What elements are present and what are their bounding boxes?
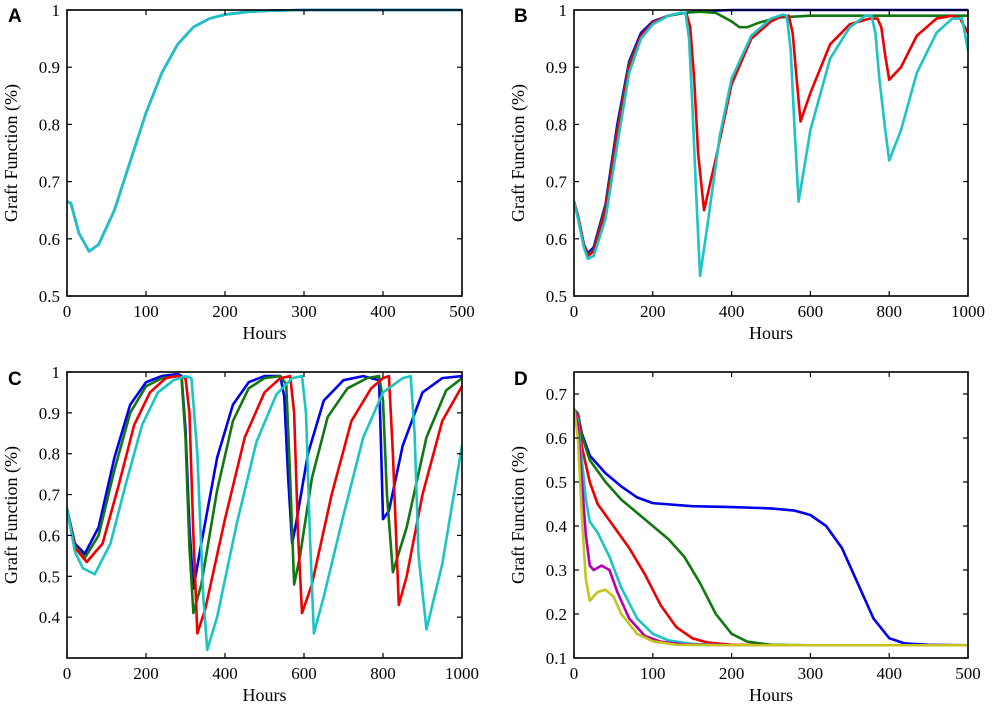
panel-A: 0 100 200 300 400 500 0.5 0.6 0.7 0.8 0.9 1 Hours Gra… xyxy=(1,1,475,343)
y-tick-label: 0.6 xyxy=(39,230,60,249)
plot-frame xyxy=(66,9,463,297)
x-tick-label: 500 xyxy=(955,664,981,683)
y-tick-label: 0.4 xyxy=(39,608,61,627)
x-tick-label: 100 xyxy=(133,302,159,321)
y-tick-label: 0.1 xyxy=(546,649,567,668)
panel-letter: D xyxy=(514,369,528,390)
y-tick-label: 0.9 xyxy=(546,58,567,77)
y-tick-label: 0.8 xyxy=(39,115,60,134)
panel-D: 0 100 200 300 400 500 0.1 0.2 0.3 0.4 0.5 0.6 0.7 Hou… xyxy=(508,369,981,705)
y-tick-label: 0.4 xyxy=(546,517,568,536)
y-tick-label: 0.7 xyxy=(546,385,568,404)
x-tick-label: 1000 xyxy=(445,664,479,683)
x-tick-label: 200 xyxy=(212,302,238,321)
y-tick-label: 1 xyxy=(559,1,568,20)
x-tick-label: 0 xyxy=(570,302,579,321)
y-tick-label: 0.3 xyxy=(546,561,567,580)
x-tick-label: 800 xyxy=(370,664,396,683)
x-tick-label: 200 xyxy=(640,302,666,321)
plot-frame xyxy=(573,9,969,297)
y-axis-label: Graft Function (%) xyxy=(508,84,529,222)
y-tick-label: 0.2 xyxy=(546,605,567,624)
x-tick-label: 200 xyxy=(719,664,745,683)
x-tick-label: 100 xyxy=(640,664,666,683)
x-tick-label: 0 xyxy=(63,664,72,683)
y-tick-label: 0.9 xyxy=(39,404,60,423)
series-line-blue xyxy=(67,8,462,253)
panel-letter: A xyxy=(8,6,22,27)
series-line-cyan xyxy=(574,408,968,647)
y-tick-label: 1 xyxy=(52,1,61,20)
x-tick-label: 600 xyxy=(291,664,317,683)
y-tick-label: 0.7 xyxy=(39,173,61,192)
panel-letter: B xyxy=(514,6,528,27)
y-tick-label: 0.7 xyxy=(546,173,568,192)
y-tick-label: 0.5 xyxy=(39,567,60,586)
x-axis-label: Hours xyxy=(749,685,793,705)
series-line-cyan xyxy=(67,374,462,652)
y-tick-label: 0.5 xyxy=(546,473,567,492)
series-line-green xyxy=(574,10,968,257)
y-tick-label: 0.7 xyxy=(39,486,61,505)
y-tick-label: 0.6 xyxy=(39,526,60,545)
x-tick-label: 300 xyxy=(291,302,317,321)
x-tick-label: 400 xyxy=(212,664,238,683)
y-tick-label: 0.8 xyxy=(546,115,567,134)
panel-B: 0 200 400 600 800 1000 0.5 0.6 0.7 0.8 0.9 1 Hours Gr… xyxy=(508,1,985,343)
x-tick-label: 800 xyxy=(876,302,902,321)
x-tick-label: 0 xyxy=(570,664,579,683)
series-line-cyan xyxy=(574,11,968,278)
x-axis-label: Hours xyxy=(749,323,793,343)
series-line-olive xyxy=(574,408,968,647)
x-tick-label: 400 xyxy=(876,664,902,683)
x-tick-label: 0 xyxy=(63,302,72,321)
x-tick-label: 600 xyxy=(798,302,824,321)
x-tick-label: 400 xyxy=(370,302,396,321)
y-tick-label: 0.6 xyxy=(546,429,567,448)
y-tick-label: 0.6 xyxy=(546,230,567,249)
x-tick-label: 200 xyxy=(133,664,159,683)
series-line-blue xyxy=(574,8,968,255)
x-tick-label: 1000 xyxy=(951,302,985,321)
plot-frame xyxy=(573,371,969,659)
y-tick-label: 1 xyxy=(52,363,61,382)
x-tick-label: 400 xyxy=(719,302,745,321)
panel-C: 0 200 400 600 800 1000 0.4 0.5 0.6 0.7 0.8 0.9 1 Hour… xyxy=(1,363,479,705)
series-line-magenta xyxy=(574,408,968,647)
panel-letter: C xyxy=(8,369,22,390)
x-axis-label: Hours xyxy=(243,323,287,343)
series-line-cyan xyxy=(67,8,462,253)
series-line-blue xyxy=(574,408,968,647)
series-line-red xyxy=(67,374,462,635)
x-tick-label: 300 xyxy=(798,664,824,683)
y-axis-label: Graft Function (%) xyxy=(1,84,22,222)
y-axis-label: Graft Function (%) xyxy=(1,446,22,584)
y-tick-label: 0.9 xyxy=(39,58,60,77)
x-axis-label: Hours xyxy=(243,685,287,705)
y-tick-label: 0.5 xyxy=(546,287,567,306)
y-tick-label: 0.5 xyxy=(39,287,60,306)
plot-frame xyxy=(66,371,463,659)
x-tick-label: 500 xyxy=(449,302,475,321)
series-line-red xyxy=(574,11,968,258)
y-axis-label: Graft Function (%) xyxy=(508,446,529,584)
series-line-green xyxy=(67,374,462,615)
y-tick-label: 0.8 xyxy=(39,445,60,464)
series-line-blue xyxy=(67,372,462,590)
